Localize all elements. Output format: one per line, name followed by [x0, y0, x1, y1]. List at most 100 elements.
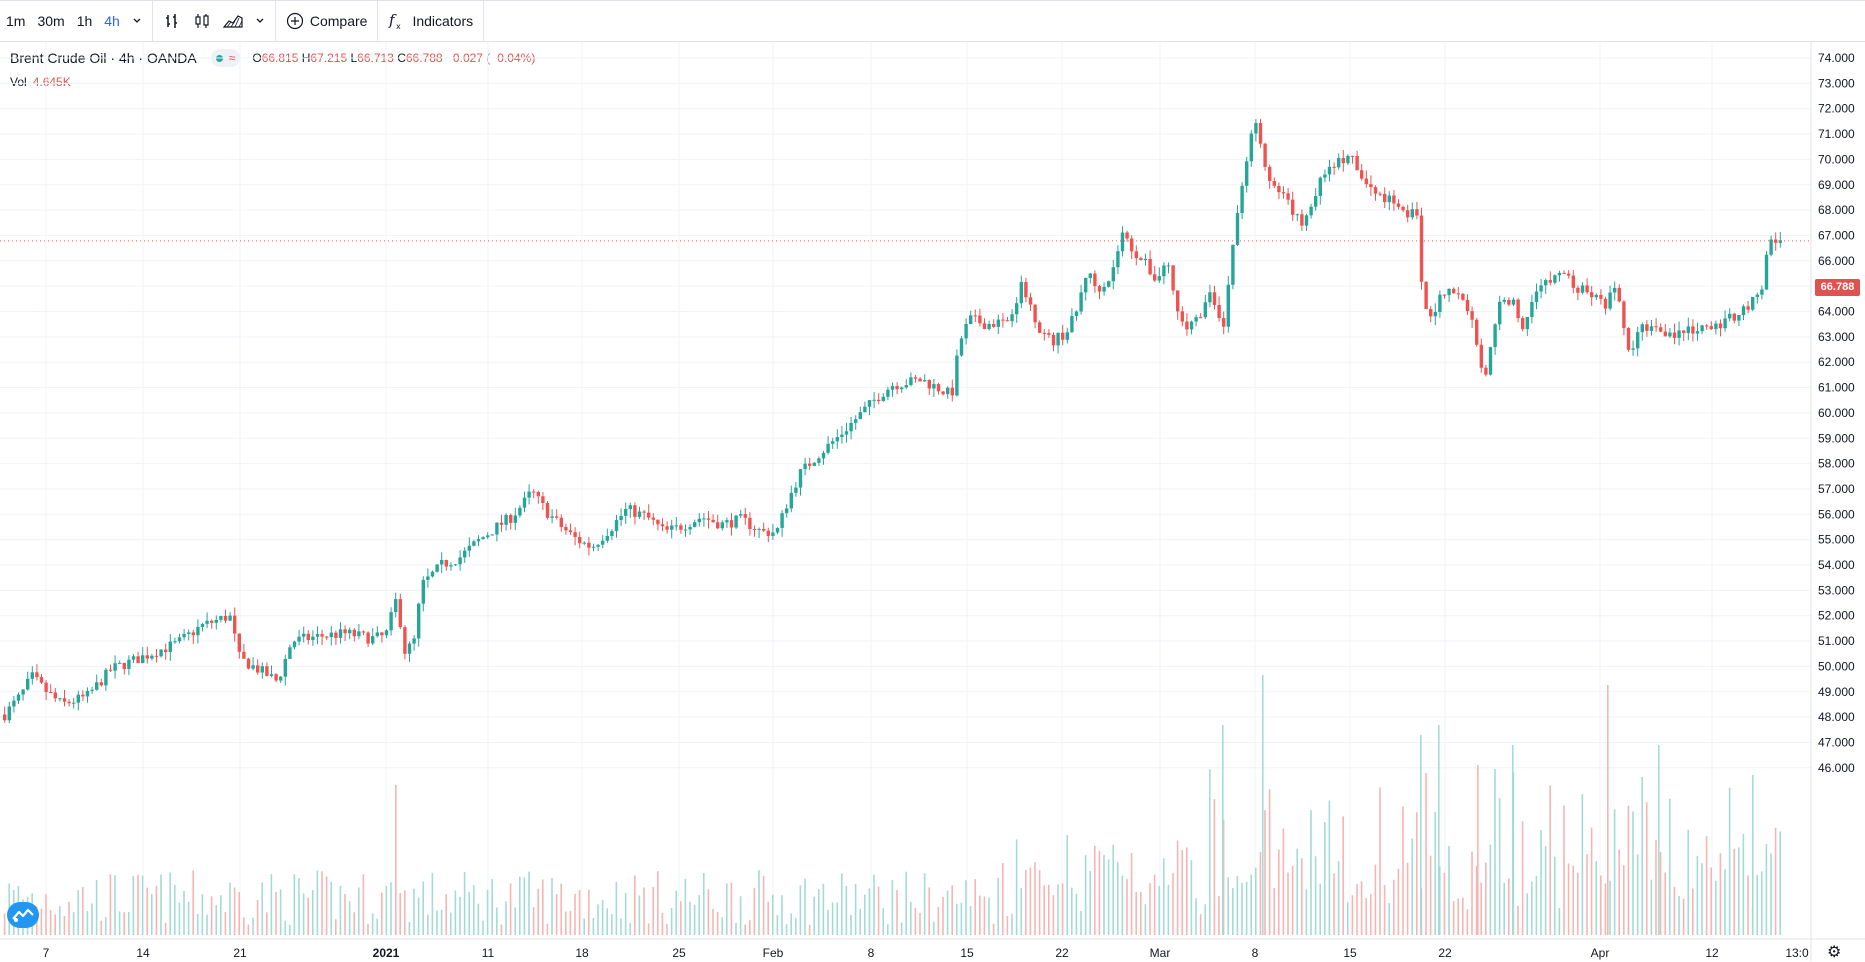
area-style-button[interactable]	[217, 1, 249, 41]
volume-bar	[818, 889, 820, 935]
interval-label: 4h	[104, 13, 120, 29]
candle-body	[1065, 332, 1069, 340]
volume-bar	[960, 902, 963, 935]
volume-bar	[247, 924, 250, 935]
volume-bar	[59, 906, 61, 935]
interval-30m-button[interactable]: 30m	[31, 1, 70, 41]
volume-bar	[174, 884, 176, 935]
volume-bar	[739, 896, 742, 935]
volume-bar	[1107, 859, 1110, 935]
candle-body	[1695, 331, 1700, 334]
volume-bar	[1728, 787, 1731, 935]
volume-bar	[463, 871, 466, 935]
candle-body	[283, 658, 287, 677]
volume-bar	[192, 870, 194, 935]
price-tick-label: 66.000	[1818, 254, 1855, 268]
candle-body	[1369, 184, 1373, 188]
chart-style-dropdown-button[interactable]	[249, 1, 271, 41]
volume-bar	[243, 917, 245, 935]
candle-body	[1392, 195, 1396, 204]
volume-bar	[395, 785, 397, 935]
candle-body	[711, 519, 715, 523]
volume-bar	[325, 876, 328, 935]
candle-body	[1760, 289, 1764, 295]
time-axis[interactable]: 7 14 21 2021 11 18 25 Feb 8 15 22 Mar 8 15 22 Apr 12 13:0	[43, 946, 1809, 960]
candle-body	[582, 542, 586, 544]
volume-bar	[1245, 882, 1248, 935]
candle-body	[1005, 320, 1010, 322]
candle-body	[302, 633, 306, 637]
price-axis[interactable]: 74.000 73.000 72.000 71.000 70.000 69.000 68.0…	[1818, 51, 1855, 775]
volume-bar	[1558, 908, 1561, 935]
candle-body	[789, 492, 793, 509]
volume-bar	[1190, 860, 1193, 935]
candle-body	[1636, 332, 1640, 349]
candle-body	[886, 389, 890, 397]
candle-body	[463, 550, 467, 558]
price-chart[interactable]: 74.000 73.000 72.000 71.000 70.000 69.000 68.0…	[0, 42, 1865, 961]
volume-bar	[270, 874, 273, 935]
interval-label: 1h	[76, 13, 93, 29]
candle-body	[1396, 203, 1401, 207]
candle-body	[1019, 282, 1023, 304]
candles-style-button[interactable]	[187, 1, 217, 41]
candle-body	[720, 522, 724, 529]
candle-body	[821, 452, 826, 459]
volume-bar	[128, 911, 130, 935]
volume-bar	[1411, 838, 1413, 935]
volume-bar	[1623, 865, 1625, 935]
candle-body	[200, 623, 205, 628]
candle-body	[697, 518, 701, 523]
interval-1h-button[interactable]: 1h	[71, 1, 99, 41]
bar-style-button[interactable]	[157, 1, 187, 41]
volume-bar	[1038, 870, 1041, 935]
interval-4h-button[interactable]: 4h	[98, 1, 126, 41]
candle-body	[67, 701, 71, 704]
interval-dropdown-button[interactable]	[126, 1, 148, 41]
candle-body	[1102, 286, 1106, 292]
volume-bar	[1646, 802, 1648, 935]
volume-label: Vol	[10, 75, 27, 89]
candle-body	[1576, 287, 1580, 293]
volume-bar	[992, 923, 995, 935]
candle-body	[647, 512, 651, 518]
compare-button[interactable]: Compare	[280, 1, 374, 41]
volume-bar	[905, 871, 907, 935]
volume-bar	[1043, 885, 1045, 935]
candle-body	[909, 377, 913, 386]
candle-body	[881, 396, 885, 402]
candle-body	[683, 529, 688, 531]
volume-bar	[1002, 862, 1004, 935]
candle-body	[674, 525, 678, 527]
candle-body	[964, 323, 968, 339]
settings-gear-icon[interactable]: ⚙	[1827, 944, 1842, 961]
candle-body	[628, 505, 632, 509]
volume-bar	[1126, 878, 1128, 935]
volume-bar	[491, 879, 493, 935]
volume-bar	[569, 910, 572, 935]
candle-body	[941, 391, 945, 395]
candle-body	[1074, 311, 1079, 317]
toolbar-divider	[151, 1, 153, 41]
candle-body	[1364, 178, 1368, 185]
volume-bar	[1669, 798, 1671, 935]
volume-bar	[187, 901, 190, 935]
tradingview-logo-icon[interactable]	[7, 902, 39, 928]
compare-label: Compare	[309, 13, 368, 29]
volume-bar	[1572, 865, 1574, 935]
volume-bar	[220, 895, 222, 935]
candle-body	[504, 514, 508, 525]
candle-body	[444, 559, 448, 567]
candle-body	[743, 514, 747, 518]
volume-bar	[758, 870, 760, 935]
interval-1m-button[interactable]: 1m	[0, 1, 31, 41]
candle-body	[578, 536, 582, 544]
volume-bar	[1402, 806, 1404, 935]
toolbar-divider	[274, 1, 276, 41]
volume-bar	[450, 912, 452, 935]
volume-bar	[376, 918, 378, 935]
candle-body	[688, 526, 692, 530]
volume-bar	[1199, 914, 1202, 935]
